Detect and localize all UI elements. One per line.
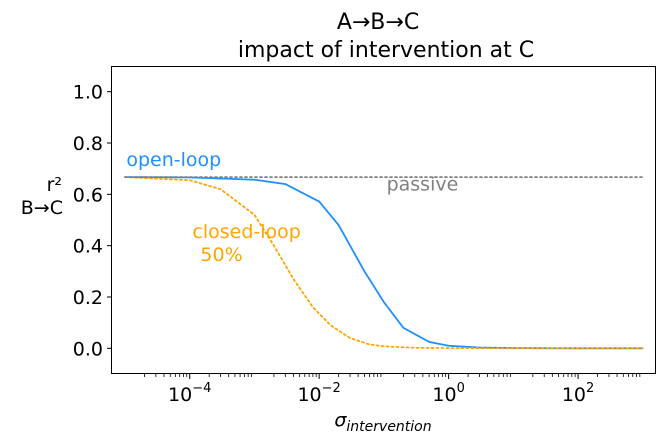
y-axis-label-bottom: B→C (21, 197, 63, 219)
chart-subtitle: impact of intervention at C (238, 38, 534, 63)
axes-frame (111, 66, 656, 374)
chart-title: A→B→C (337, 10, 419, 35)
x-tick-label: 10−4 (168, 381, 211, 406)
y-tick-label: 1.0 (73, 82, 103, 104)
y-tick-label: 0.8 (73, 133, 103, 155)
annotation-passive: passive (387, 173, 459, 195)
y-tick-label: 0.4 (73, 236, 103, 258)
annotation-closed-loop: closed-loop (192, 221, 300, 243)
y-axis: 0.0 0.2 0.4 0.6 0.8 1.0 (73, 82, 112, 360)
x-axis: 10−4 10−2 100 102 (144, 374, 641, 406)
series-line-closed (124, 176, 644, 350)
x-tick-label: 102 (562, 381, 594, 406)
y-tick-label: 0.6 (73, 184, 103, 206)
plot-area (124, 176, 644, 350)
x-tick-label: 10−2 (297, 381, 340, 406)
y-tick-label: 0.2 (73, 287, 103, 309)
x-tick-label: 100 (432, 381, 464, 406)
x-axis-label: σintervention (334, 409, 431, 435)
x-axis-label-main: σ (334, 409, 347, 431)
x-axis-label-sub: intervention (346, 419, 431, 435)
annotation-closed-loop: 50% (200, 244, 242, 266)
y-tick-label: 0.0 (73, 338, 103, 360)
annotation-open-loop: open-loop (126, 149, 221, 171)
y-axis-label-top: r² (47, 174, 62, 196)
